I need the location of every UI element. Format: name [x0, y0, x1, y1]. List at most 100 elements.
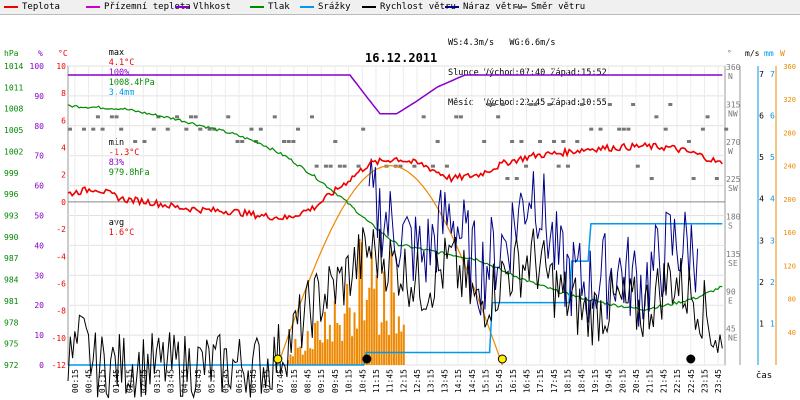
series-rychlost-větru [67, 227, 723, 399]
axis-header-mm: mm [764, 49, 774, 58]
tick-time: 12:45 [413, 369, 422, 393]
direction-dot [151, 127, 156, 131]
radiation-bar [333, 300, 336, 365]
tick-direction-name: NE [728, 334, 738, 343]
tick-pressure: 972 [4, 361, 19, 370]
radiation-bar [363, 320, 366, 365]
tick-rain: 4 [770, 195, 775, 204]
tick-wind: 7 [759, 70, 764, 79]
wind-sun-block: WS:4.3m/s WG:6.6m/s Slunce Východ:07:40 … [448, 18, 607, 128]
radiation-bar [353, 312, 356, 365]
tick-time: 06:45 [249, 369, 258, 393]
direction-dot [412, 164, 417, 168]
tick-time: 09:45 [331, 369, 340, 393]
tick-temperature: 8 [61, 89, 66, 98]
legend-item-1: Přízemní teplota [86, 0, 191, 14]
series-srážky [68, 222, 723, 366]
stat-avg-temp: 1.6°C [108, 228, 135, 238]
direction-dot [100, 127, 105, 131]
legend-label: Vlhkost [193, 2, 231, 12]
direction-dot [133, 140, 138, 144]
tick-temperature: -8 [56, 307, 66, 316]
direction-dot [81, 127, 86, 131]
radiation-bar [402, 324, 405, 365]
tick-radiation: 240 [783, 163, 796, 171]
radiation-bar [395, 333, 398, 365]
axis-header-ms: m/s [745, 49, 760, 58]
radiation-bar [328, 324, 331, 365]
axis-header-w: W [780, 49, 785, 58]
direction-dot [691, 177, 696, 181]
radiation-bar [311, 349, 314, 365]
direction-dot [500, 103, 505, 107]
tick-temperature: 4 [61, 144, 66, 153]
direction-dot [356, 164, 361, 168]
tick-time: 01:15 [98, 369, 107, 393]
sun-label: Slunce [448, 68, 479, 78]
tick-rain: 6 [770, 112, 775, 121]
tick-humidity: 30 [34, 271, 44, 280]
tick-humidity: 20 [34, 301, 44, 310]
direction-dot [631, 103, 636, 107]
radiation-bar [397, 316, 400, 365]
tick-temperature: 2 [61, 171, 66, 180]
direction-dot [724, 127, 729, 131]
direction-dot [337, 164, 342, 168]
axis-header-hpa: hPa [4, 49, 19, 58]
direction-dot [547, 103, 552, 107]
direction-dot [240, 140, 245, 144]
tick-direction-name: S [728, 222, 733, 231]
legend-item-4: Srážky [300, 0, 351, 14]
radiation-bar [289, 354, 292, 365]
tick-time: 07:15 [262, 369, 271, 393]
direction-dot [486, 103, 491, 107]
direction-dot [649, 177, 654, 181]
tick-time: 16:45 [523, 369, 532, 393]
direction-dot [668, 103, 673, 107]
tick-direction-name: SW [728, 184, 738, 193]
direction-dot [524, 164, 529, 168]
tick-humidity: 70 [34, 152, 44, 161]
marker-moonset [362, 354, 372, 364]
tick-direction-name: SE [728, 259, 738, 268]
marker-sunrise [273, 354, 283, 364]
chart-title: 16.12.2011 [365, 51, 438, 65]
direction-dot [444, 164, 449, 168]
tick-time: 22:15 [673, 369, 682, 393]
tick-temperature: -4 [56, 252, 66, 261]
tick-time: 22:45 [687, 369, 696, 393]
direction-dot [296, 127, 301, 131]
direction-dot [565, 164, 570, 168]
direction-dot [114, 115, 119, 119]
direction-dot [435, 140, 440, 144]
direction-dot [328, 164, 333, 168]
tick-time: 08:15 [290, 369, 299, 393]
direction-dot [398, 164, 403, 168]
direction-dot [458, 115, 463, 119]
radiation-bar [331, 341, 334, 365]
tick-time: 03:15 [153, 369, 162, 393]
tick-direction-name: NW [728, 109, 738, 118]
legend-label: Srážky [318, 2, 351, 12]
direction-dot [109, 115, 114, 119]
direction-dot [323, 164, 328, 168]
tick-rain: 5 [770, 153, 775, 162]
radiation-bar [291, 356, 294, 365]
tick-pressure: 1014 [4, 62, 23, 71]
legend-bar: Teplota Přízemní teplota Vlhkost Tlak Srážky… [0, 0, 800, 15]
tick-pressure: 1011 [4, 83, 23, 92]
radiation-bar [351, 336, 354, 365]
tick-time: 10:45 [358, 369, 367, 393]
direction-dot [589, 127, 594, 131]
radiation-bar [388, 334, 391, 365]
direction-dot [333, 140, 338, 144]
radiation-bar [323, 311, 326, 365]
direction-dot [686, 140, 691, 144]
radiation-bar [383, 271, 386, 365]
legend-item-7: Směr větru [513, 0, 585, 14]
tick-time: 07:45 [276, 369, 285, 393]
direction-dot [561, 140, 566, 144]
direction-dot [272, 115, 277, 119]
direction-dot [607, 103, 612, 107]
